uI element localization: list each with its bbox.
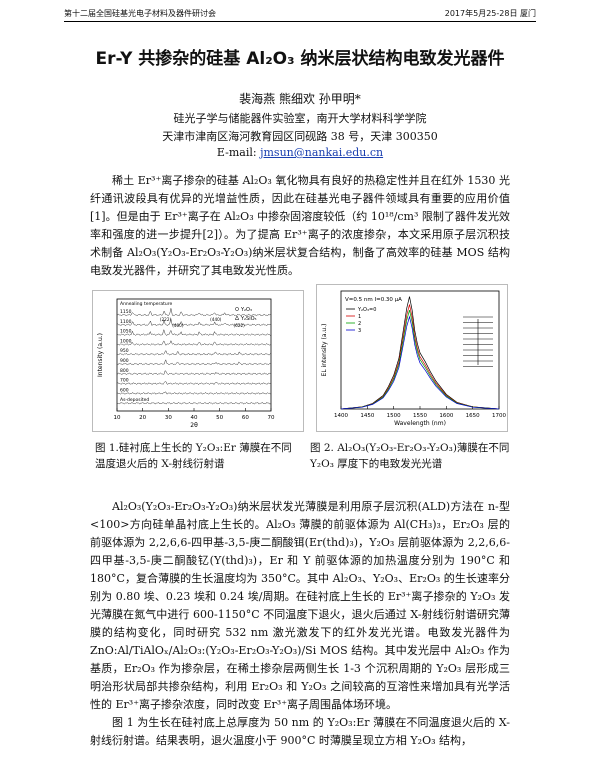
method-paragraph: Al₂O₃(Y₂O₃-Er₂O₃-Y₂O₃)纳米层状发光薄膜是利用原子层沉积(A…	[90, 500, 510, 711]
el-series-line	[340, 296, 500, 410]
el-x-tick-label: 1500	[387, 413, 401, 419]
xrd-series-line	[116, 308, 272, 317]
affiliation-address: 天津市津南区海河教育园区同砚路 38 号，天津 300350	[162, 130, 438, 143]
xrd-series-label: 700	[120, 378, 129, 384]
xrd-legend-circle-marker	[235, 307, 239, 311]
intro-paragraph: 稀土 Er³⁺离子掺杂的硅基 Al₂O₃ 氧化物具有良好的热稳定性并且在红外 1…	[90, 174, 510, 277]
el-svg: 1400 1450 1500 1550 1600 1650 1700 Wavelength (…	[321, 290, 506, 427]
xrd-series-label: As-deposited	[120, 397, 149, 403]
xrd-series-line	[116, 391, 272, 395]
header-rule	[64, 21, 536, 22]
el-y-axis-label: EL intensity (a.u.)	[321, 324, 328, 377]
el-legend-entry: Y₂O₃=0	[357, 307, 376, 313]
xrd-series-line	[116, 359, 271, 366]
xrd-series-label: 950	[120, 348, 129, 354]
el-annotation: V=0.5 nm I=0.30 μA	[345, 297, 402, 303]
xrd-x-axis-label: 2θ	[190, 422, 198, 429]
xrd-series-label: 1000	[120, 338, 132, 344]
xrd-series-line	[116, 381, 272, 385]
el-x-tick-label: 1400	[334, 413, 348, 419]
figure-1-xrd-chart: 10 20 30 40 50 60 70 2θ Intensity (a.u.) Annealin…	[92, 290, 304, 432]
email-link[interactable]: jmsun@nankai.edu.cn	[260, 146, 384, 159]
el-legend-entry: 2	[358, 321, 361, 327]
el-x-tick-label: 1450	[360, 413, 374, 419]
xrd-top-label: Annealing temperature	[120, 301, 172, 307]
figure-1-caption: 图 1.硅衬底上生长的 Y₂O₃:Er 薄膜在不同温度退火后的 X-射线衍射谱	[95, 442, 292, 470]
el-legend-entry: 3	[358, 328, 361, 334]
el-x-tick-label: 1700	[492, 413, 506, 419]
el-series-line	[340, 304, 500, 410]
xrd-series-line	[116, 349, 272, 356]
el-legend-entry: 1	[358, 314, 361, 320]
author-list: 裴海燕 熊细欢 孙甲明*	[239, 92, 361, 106]
xrd-series-label: 1050	[120, 329, 132, 335]
xrd-y-axis-label: Intensity (a.u.)	[97, 333, 104, 377]
xrd-legend-triangle-marker	[234, 315, 240, 320]
results-paragraph: 图 1 为生长在硅衬底上总厚度为 50 nm 的 Y₂O₃:Er 薄膜在不同温度…	[90, 716, 510, 747]
conference-name: 第十二届全国硅基光电子材料及器件研讨会	[64, 9, 216, 18]
xrd-series-label: 1150	[120, 309, 132, 315]
xrd-series-line	[116, 328, 272, 336]
el-x-axis-label: Wavelength (nm)	[394, 420, 446, 427]
xrd-series-line	[116, 401, 272, 405]
xrd-series-line	[116, 318, 272, 327]
el-x-tick-label: 1550	[413, 413, 427, 419]
affiliation-lab: 硅光子学与储能器件实验室，南开大学材料科学学院	[173, 112, 427, 125]
xrd-peak-label: (222)	[160, 317, 172, 322]
figure-2-el-chart: 1400 1450 1500 1550 1600 1650 1700 Wavelength (…	[316, 284, 508, 432]
xrd-series-line	[116, 340, 272, 346]
xrd-x-tick-label: 20	[139, 415, 146, 421]
xrd-series-line	[117, 370, 272, 376]
xrd-peak-label: (622)	[234, 323, 246, 328]
email-label: E-mail:	[216, 146, 261, 159]
xrd-legend-entry: Y₂SiO₅	[240, 316, 257, 322]
xrd-series-label: 600	[120, 387, 129, 393]
el-x-tick-label: 1600	[439, 413, 453, 419]
el-series-line	[340, 315, 500, 410]
xrd-x-tick-label: 50	[216, 415, 223, 421]
xrd-x-tick-label: 10	[114, 415, 121, 421]
xrd-legend-entry: Y₂O₃	[240, 307, 252, 313]
email-line: E-mail: jmsun@nankai.edu.cn	[0, 146, 600, 159]
xrd-x-tick-label: 30	[165, 415, 172, 421]
xrd-x-tick-label: 40	[191, 415, 198, 421]
xrd-svg: 10 20 30 40 50 60 70 2θ Intensity (a.u.) Annealin…	[97, 298, 275, 429]
figure-2-caption: 图 2. Al₂O₃(Y₂O₃-Er₂O₃-Y₂O₃)薄膜在不同 Y₂O₃ 厚度…	[310, 442, 510, 470]
xrd-series-label: 900	[120, 358, 129, 364]
el-x-tick-label: 1650	[466, 413, 480, 419]
conference-date: 2017年5月25-28日 厦门	[444, 9, 536, 18]
xrd-series-label: 800	[120, 368, 129, 374]
paper-title: Er-Y 共掺杂的硅基 Al₂O₃ 纳米层状结构电致发光器件	[95, 49, 505, 69]
xrd-x-tick-label: 70	[268, 415, 275, 421]
xrd-peak-label: (400)	[172, 323, 184, 328]
page-header: 第十二届全国硅基光电子材料及器件研讨会 2017年5月25-28日 厦门	[64, 8, 536, 22]
xrd-x-tick-label: 60	[242, 415, 249, 421]
xrd-series-label: 1100	[120, 319, 132, 325]
el-series-line	[340, 310, 500, 410]
xrd-peak-label: (440)	[210, 317, 222, 322]
